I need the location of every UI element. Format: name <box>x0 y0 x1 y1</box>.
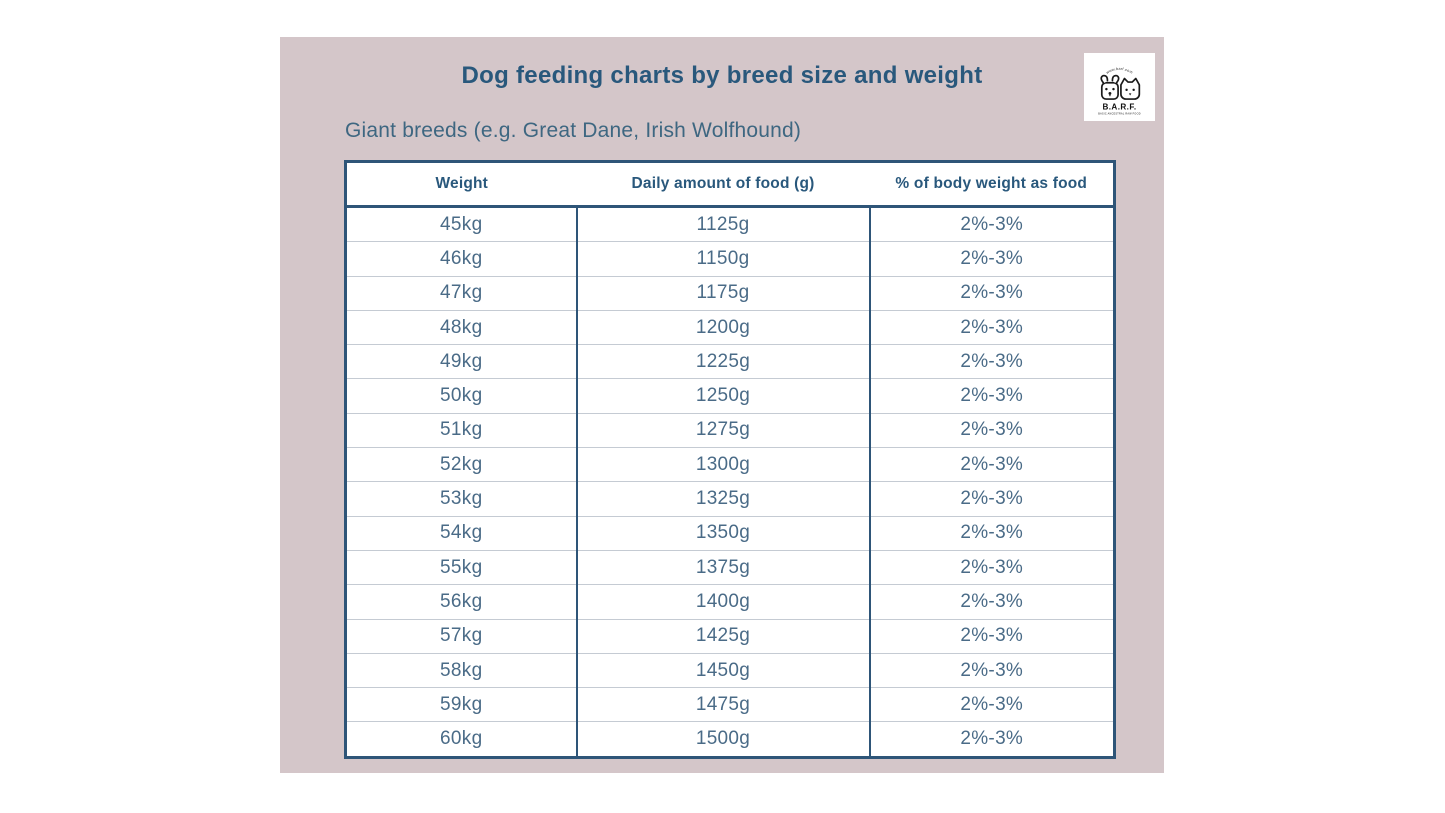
percent-cell: 2%-3% <box>868 447 1115 482</box>
weight-cell: 51kg <box>345 412 577 448</box>
daily-amount-cell: 1475g <box>575 687 870 722</box>
dog-face-features <box>1105 87 1115 97</box>
weight-cell: 52kg <box>345 447 577 482</box>
table-row: 47kg 1175g 2%-3% <box>345 275 1115 311</box>
table-row: 58kg 1450g 2%-3% <box>345 652 1115 688</box>
barf-logo: www.barf.com <box>1084 53 1155 121</box>
percent-cell: 2%-3% <box>868 241 1115 277</box>
table-row: 59kg 1475g 2%-3% <box>345 687 1115 722</box>
weight-cell: 48kg <box>345 309 577 345</box>
dog-face-icon <box>1100 74 1120 100</box>
content-panel: Dog feeding charts by breed size and wei… <box>280 37 1164 773</box>
percent-cell: 2%-3% <box>868 652 1115 688</box>
daily-amount-cell: 1200g <box>575 309 870 345</box>
header-percent-body-weight: % of body weight as food <box>869 161 1115 208</box>
feeding-table: Weight Daily amount of food (g) % of bod… <box>344 160 1116 759</box>
daily-amount-cell: 1425g <box>575 618 870 654</box>
weight-cell: 60kg <box>345 721 577 758</box>
logo-arc-text: www.barf.com <box>1105 67 1133 75</box>
daily-amount-cell: 1500g <box>575 721 870 758</box>
daily-amount-cell: 1325g <box>575 481 870 517</box>
weight-cell: 57kg <box>345 618 577 654</box>
table-row: 46kg 1150g 2%-3% <box>345 241 1115 277</box>
daily-amount-cell: 1250g <box>575 378 870 414</box>
table-row: 57kg 1425g 2%-3% <box>345 618 1115 654</box>
weight-cell: 49kg <box>345 344 577 379</box>
header-row: Weight Daily amount of food (g) % of bod… <box>345 161 1115 208</box>
header-daily-amount: Daily amount of food (g) <box>576 161 870 208</box>
percent-cell: 2%-3% <box>868 344 1115 379</box>
table-row: 49kg 1225g 2%-3% <box>345 344 1115 379</box>
table-row: 50kg 1250g 2%-3% <box>345 378 1115 414</box>
weight-cell: 56kg <box>345 584 577 620</box>
table-row: 56kg 1400g 2%-3% <box>345 584 1115 620</box>
percent-cell: 2%-3% <box>868 549 1115 585</box>
svg-text:www.barf.com: www.barf.com <box>1105 67 1133 75</box>
weight-cell: 58kg <box>345 652 577 688</box>
weight-cell: 59kg <box>345 687 577 722</box>
daily-amount-cell: 1400g <box>575 584 870 620</box>
percent-cell: 2%-3% <box>868 378 1115 414</box>
weight-cell: 47kg <box>345 275 577 311</box>
table-row: 52kg 1300g 2%-3% <box>345 447 1115 482</box>
percent-cell: 2%-3% <box>868 687 1115 722</box>
percent-cell: 2%-3% <box>868 206 1115 242</box>
table-row: 60kg 1500g 2%-3% <box>345 721 1115 758</box>
percent-cell: 2%-3% <box>868 412 1115 448</box>
header-weight: Weight <box>345 161 577 208</box>
daily-amount-cell: 1350g <box>575 515 870 551</box>
table-row: 54kg 1350g 2%-3% <box>345 515 1115 551</box>
logo-acronym: B.A.R.F. <box>1102 103 1136 112</box>
weight-cell: 46kg <box>345 241 577 277</box>
daily-amount-cell: 1125g <box>575 206 870 242</box>
daily-amount-cell: 1275g <box>575 412 870 448</box>
weight-cell: 54kg <box>345 515 577 551</box>
feeding-table-header: Weight Daily amount of food (g) % of bod… <box>345 161 1115 208</box>
percent-cell: 2%-3% <box>868 721 1115 758</box>
weight-cell: 55kg <box>345 549 577 585</box>
daily-amount-cell: 1150g <box>575 241 870 277</box>
logo-tagline: BASIC ANCESTRAL RAW FOOD <box>1098 113 1141 116</box>
section-subtitle: Giant breeds (e.g. Great Dane, Irish Wol… <box>345 119 802 142</box>
daily-amount-cell: 1375g <box>575 549 870 585</box>
barf-logo-icon: www.barf.com <box>1098 67 1141 116</box>
weight-cell: 50kg <box>345 378 577 414</box>
percent-cell: 2%-3% <box>868 515 1115 551</box>
feeding-table-body: 45kg 1125g 2%-3% 46kg 1150g 2%-3% 47kg 1175g 2%-… <box>345 206 1115 758</box>
page-title: Dog feeding charts by breed size and wei… <box>461 62 983 89</box>
percent-cell: 2%-3% <box>868 309 1115 345</box>
cat-face-features <box>1125 88 1135 96</box>
table-row: 51kg 1275g 2%-3% <box>345 412 1115 448</box>
table-row: 53kg 1325g 2%-3% <box>345 481 1115 517</box>
percent-cell: 2%-3% <box>868 584 1115 620</box>
table-row: 48kg 1200g 2%-3% <box>345 309 1115 345</box>
daily-amount-cell: 1300g <box>575 447 870 482</box>
table-row: 55kg 1375g 2%-3% <box>345 549 1115 585</box>
daily-amount-cell: 1175g <box>575 275 870 311</box>
cat-face-icon <box>1120 77 1141 100</box>
daily-amount-cell: 1450g <box>575 652 870 688</box>
daily-amount-cell: 1225g <box>575 344 870 379</box>
table-row: 45kg 1125g 2%-3% <box>346 206 1115 242</box>
weight-cell: 53kg <box>345 481 577 517</box>
percent-cell: 2%-3% <box>868 618 1115 654</box>
percent-cell: 2%-3% <box>868 275 1115 311</box>
percent-cell: 2%-3% <box>868 481 1115 517</box>
weight-cell: 45kg <box>440 213 483 235</box>
